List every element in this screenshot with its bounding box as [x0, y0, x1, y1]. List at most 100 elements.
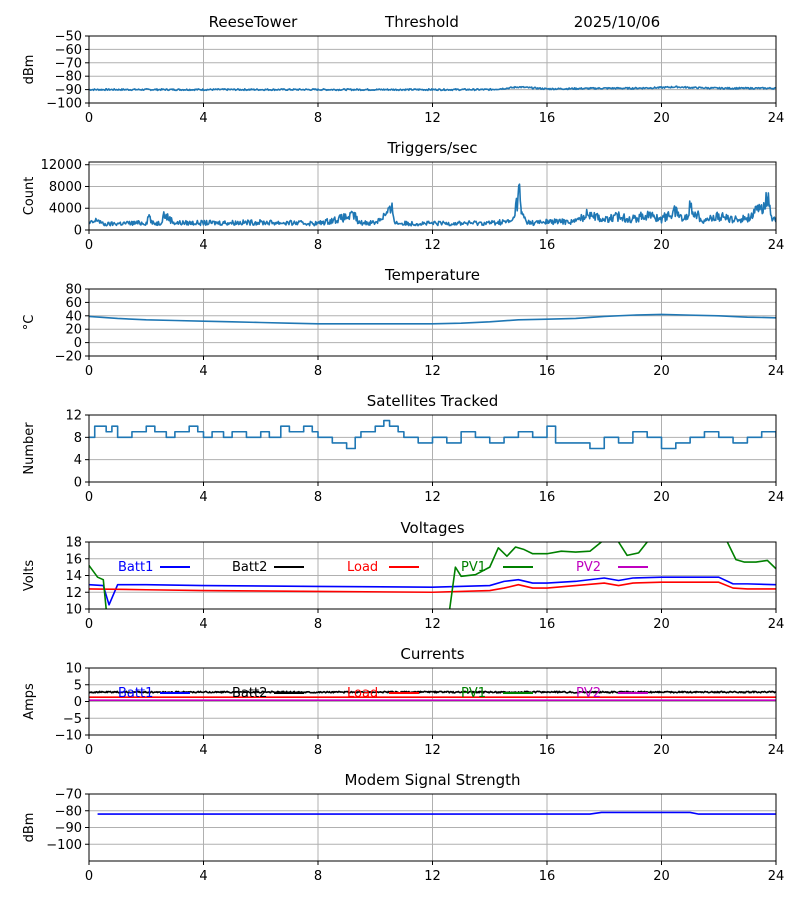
y-tick-label: −70: [55, 56, 82, 71]
header-site: ReeseTower: [209, 13, 299, 31]
x-tick-label: 4: [199, 743, 207, 758]
plot-frame: [88, 35, 777, 104]
y-tick-label: 12: [65, 409, 82, 424]
chart-title: Currents: [400, 645, 464, 663]
x-tick-label: 8: [314, 743, 322, 758]
x-tick-label: 0: [85, 869, 93, 884]
y-tick-label: −90: [55, 821, 82, 836]
y-tick-label: −90: [55, 83, 82, 98]
y-tick-label: 0: [74, 224, 82, 239]
chart-title: Temperature: [384, 266, 480, 284]
y-tick-label: 14: [65, 569, 82, 584]
plot-frame: [88, 414, 777, 483]
x-tick-label: 20: [653, 869, 670, 884]
x-tick-label: 8: [314, 238, 322, 253]
plot-frame: [88, 793, 777, 862]
x-tick-label: 4: [199, 238, 207, 253]
x-tick-label: 12: [424, 490, 441, 505]
y-tick-label: 0: [74, 695, 82, 710]
chart-modem: Modem Signal Strength dBm 0 4 8 12 16 20 24 −70−8…: [22, 771, 784, 884]
series-line-temperature: [89, 313, 776, 325]
x-tick-label: 20: [653, 490, 670, 505]
series-line-batt2: [89, 690, 776, 694]
series-line-triggers: [89, 183, 776, 227]
x-tick-label: 24: [768, 111, 785, 126]
series-line-batt1: [89, 576, 776, 606]
y-tick-label: −20: [55, 350, 82, 365]
x-tick-label: 24: [768, 617, 785, 632]
x-tick-label: 0: [85, 490, 93, 505]
y-tick-label: 5: [74, 678, 82, 693]
y-axis-label: dBm: [22, 55, 37, 85]
legend-label: Batt2: [232, 560, 267, 575]
y-axis-label: Volts: [22, 560, 37, 592]
y-tick-label: 16: [65, 552, 82, 567]
x-tick-label: 4: [199, 364, 207, 379]
x-tick-label: 24: [768, 238, 785, 253]
y-tick-label: 0: [74, 336, 82, 351]
y-axis-label: Amps: [22, 683, 37, 720]
x-tick-label: 4: [199, 111, 207, 126]
legend-label: PV2: [576, 686, 601, 701]
plot-frame: [88, 161, 777, 231]
x-tick-label: 12: [424, 238, 441, 253]
series-group: [89, 690, 776, 701]
x-tick-label: 16: [539, 743, 556, 758]
y-tick-label: −80: [55, 70, 82, 85]
series-line-load: [89, 581, 776, 594]
series-group: [97, 811, 776, 815]
y-tick-label: 18: [65, 536, 82, 551]
y-tick-label: 80: [65, 283, 82, 298]
series-line-pv1: [89, 564, 107, 609]
x-tick-label: 20: [653, 111, 670, 126]
series-group: [89, 183, 776, 227]
y-tick-label: −70: [55, 788, 82, 803]
x-tick-label: 16: [539, 490, 556, 505]
series-line-pv1: [617, 542, 648, 557]
y-tick-label: 40: [65, 309, 82, 324]
x-tick-label: 24: [768, 364, 785, 379]
header-date: 2025/10/06: [574, 13, 660, 31]
y-tick-label: −50: [55, 30, 82, 45]
y-axis-label: Number: [22, 422, 37, 475]
x-tick-label: 12: [424, 869, 441, 884]
x-tick-label: 0: [85, 111, 93, 126]
x-tick-label: 20: [653, 238, 670, 253]
x-tick-label: 12: [424, 743, 441, 758]
header-kind: Threshold: [384, 13, 459, 31]
x-tick-label: 8: [314, 869, 322, 884]
y-tick-label: 12000: [41, 158, 82, 173]
chart-triggers: Triggers/sec Count 0 4 8 12 16 20 24 12000 8000 400…: [22, 139, 784, 253]
y-tick-label: 4: [74, 453, 82, 468]
plot-frame: [88, 667, 777, 736]
y-tick-label: 20: [65, 323, 82, 338]
y-tick-label: 10: [65, 603, 82, 618]
y-tick-label: −100: [46, 838, 82, 853]
chart-threshold: dBm 0 4 8 12 16 20 24 −50−60−70−80−90−100: [22, 30, 784, 127]
y-tick-label: 60: [65, 296, 82, 311]
x-tick-label: 0: [85, 364, 93, 379]
y-tick-label: 12: [65, 586, 82, 601]
y-axis-label: Count: [22, 177, 37, 216]
x-tick-label: 4: [199, 490, 207, 505]
plot-frame: [88, 288, 777, 357]
series-line-pv1: [448, 542, 602, 609]
y-tick-label: 4000: [49, 202, 82, 217]
x-tick-label: 12: [424, 111, 441, 126]
x-tick-label: 16: [539, 238, 556, 253]
series-line-modem: [97, 811, 776, 815]
legend-label: Batt2: [232, 686, 267, 701]
legend-label: PV2: [576, 560, 601, 575]
y-axis-label: dBm: [22, 813, 37, 843]
x-tick-label: 12: [424, 364, 441, 379]
series-group: [89, 313, 776, 325]
legend-label: PV1: [461, 686, 486, 701]
x-tick-label: 16: [539, 111, 556, 126]
y-tick-label: 8: [74, 431, 82, 446]
x-tick-label: 8: [314, 617, 322, 632]
y-tick-label: −80: [55, 804, 82, 819]
chart-title: Voltages: [400, 519, 464, 537]
y-tick-label: 8000: [49, 180, 82, 195]
y-tick-label: 0: [74, 476, 82, 491]
